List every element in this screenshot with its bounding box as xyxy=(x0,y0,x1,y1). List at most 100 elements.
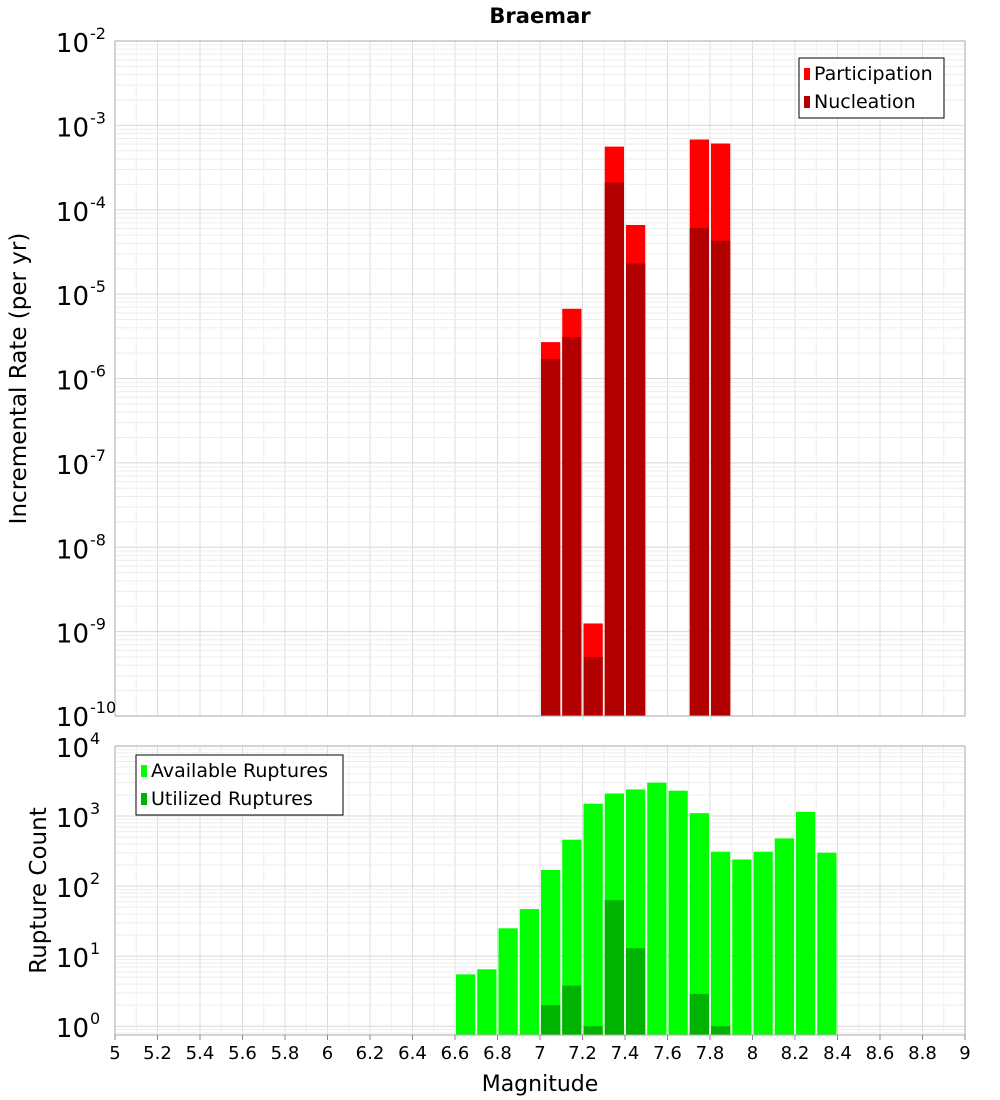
x-tick-label: 6.4 xyxy=(398,1043,427,1064)
bar xyxy=(732,859,752,1035)
y-tick-exponent: -3 xyxy=(90,108,106,127)
bar xyxy=(689,813,709,1035)
chart-title: Braemar xyxy=(489,4,591,28)
bar xyxy=(626,948,646,1035)
x-tick-label: 7.2 xyxy=(568,1043,597,1064)
bar xyxy=(583,803,603,1035)
y-tick-exponent: -9 xyxy=(90,615,106,634)
y-tick-label: 10 xyxy=(56,535,89,565)
bar xyxy=(626,263,646,716)
bar xyxy=(498,928,518,1035)
plot-frame xyxy=(114,40,966,717)
bar xyxy=(689,993,709,1035)
y-tick-label: 10 xyxy=(56,734,89,764)
y-tick-label: 10 xyxy=(56,1014,89,1044)
bar xyxy=(541,869,561,1035)
y-tick-exponent: -4 xyxy=(90,193,106,212)
legend-swatch xyxy=(141,793,147,805)
x-tick-label: 8.4 xyxy=(823,1043,852,1064)
bar xyxy=(604,900,624,1035)
y-axis-label: Rupture Count xyxy=(26,807,52,973)
legend-label: Nucleation xyxy=(814,91,916,113)
bar xyxy=(711,851,731,1035)
y-tick-exponent: 4 xyxy=(90,729,100,748)
bar xyxy=(477,969,497,1035)
x-tick-label: 7.4 xyxy=(611,1043,640,1064)
bar xyxy=(647,782,667,1035)
bar xyxy=(774,838,794,1035)
y-tick-label: 10 xyxy=(56,198,89,228)
y-tick-exponent: 0 xyxy=(90,1009,100,1028)
y-tick-label: 10 xyxy=(56,29,89,59)
series-utilized-ruptures xyxy=(541,900,731,1035)
legend-swatch xyxy=(141,765,147,777)
y-axis-label: Incremental Rate (per yr) xyxy=(6,233,32,525)
x-tick-label: 8.6 xyxy=(866,1043,895,1064)
legend-swatch xyxy=(804,68,810,80)
x-tick-label: 7.6 xyxy=(653,1043,682,1064)
x-tick-label: 7 xyxy=(534,1043,545,1064)
bar xyxy=(796,811,816,1035)
y-tick-exponent: -6 xyxy=(90,362,106,381)
bar xyxy=(817,852,837,1035)
grid xyxy=(114,40,966,717)
y-tick-exponent: -7 xyxy=(90,446,106,465)
x-tick-label: 5.8 xyxy=(271,1043,300,1064)
y-tick-exponent: -2 xyxy=(90,24,106,43)
y-tick-label: 10 xyxy=(56,367,89,397)
bar xyxy=(541,359,561,716)
x-tick-label: 6 xyxy=(322,1043,333,1064)
y-tick-exponent: -8 xyxy=(90,530,106,549)
bar xyxy=(689,227,709,716)
legend-swatch xyxy=(804,96,810,108)
x-tick-label: 5.2 xyxy=(143,1043,172,1064)
legend: Available Ruptures Utilized Ruptures xyxy=(135,754,344,816)
bar xyxy=(711,1026,731,1035)
bar xyxy=(711,240,731,717)
y-tick-label: 10 xyxy=(56,703,89,733)
y-tick-label: 10 xyxy=(56,874,89,904)
legend: Participation Nucleation xyxy=(798,57,945,119)
bar xyxy=(753,851,773,1035)
legend-label: Available Ruptures xyxy=(151,760,328,782)
bar xyxy=(519,909,539,1035)
bar xyxy=(541,1005,561,1035)
x-tick-label: 6.8 xyxy=(483,1043,512,1064)
bar xyxy=(668,790,688,1035)
bar xyxy=(583,1026,603,1035)
bar xyxy=(562,337,582,716)
legend-label: Utilized Ruptures xyxy=(151,788,313,810)
bar xyxy=(456,974,476,1035)
legend-box xyxy=(798,57,945,119)
x-axis-label: Magnitude xyxy=(482,1072,599,1097)
legend-box xyxy=(135,754,344,816)
y-tick-label: 10 xyxy=(56,804,89,834)
y-tick-label: 10 xyxy=(56,282,89,312)
bar xyxy=(604,182,624,716)
x-tick-label: 8.2 xyxy=(781,1043,810,1064)
x-tick-label: 8 xyxy=(747,1043,758,1064)
x-tick-label: 8.8 xyxy=(908,1043,937,1064)
legend-label: Participation xyxy=(814,63,933,85)
x-tick-label: 5.6 xyxy=(228,1043,257,1064)
series-nucleation xyxy=(541,182,731,717)
x-tick-label: 5.4 xyxy=(186,1043,215,1064)
y-tick-exponent: -10 xyxy=(90,698,116,717)
x-tick-label: 9 xyxy=(959,1043,970,1064)
y-tick-exponent: -5 xyxy=(90,277,106,296)
y-tick-label: 10 xyxy=(56,113,89,143)
bar xyxy=(562,985,582,1035)
y-tick-exponent: 2 xyxy=(90,869,100,888)
y-tick-label: 10 xyxy=(56,451,89,481)
x-tick-label: 5 xyxy=(109,1043,120,1064)
y-tick-exponent: 3 xyxy=(90,799,100,818)
bar xyxy=(583,657,603,716)
y-tick-label: 10 xyxy=(56,620,89,650)
x-tick-label: 6.2 xyxy=(356,1043,385,1064)
y-tick-exponent: 1 xyxy=(90,939,100,958)
x-tick-label: 7.8 xyxy=(696,1043,725,1064)
x-tick-label: 6.6 xyxy=(441,1043,470,1064)
